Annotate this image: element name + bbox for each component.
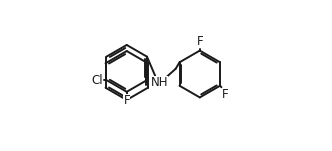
Text: F: F [197,35,203,48]
Text: F: F [222,88,229,101]
Text: F: F [124,95,130,108]
Text: Cl: Cl [92,74,103,87]
Text: NH: NH [151,76,168,89]
